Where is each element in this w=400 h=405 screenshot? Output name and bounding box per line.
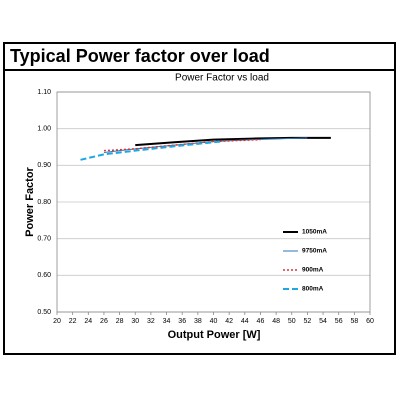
x-tick-label: 20 xyxy=(53,318,61,325)
y-axis-label: Power Factor xyxy=(24,166,36,236)
x-axis-label: Output Power [W] xyxy=(168,329,261,341)
x-tick-label: 36 xyxy=(178,318,186,325)
x-tick-label: 50 xyxy=(288,318,296,325)
x-tick-label: 22 xyxy=(69,318,77,325)
x-tick-label: 52 xyxy=(304,318,312,325)
x-tick-label: 58 xyxy=(350,318,358,325)
series-line xyxy=(135,136,331,147)
y-tick-label: 0.50 xyxy=(37,309,51,316)
y-tick-label: 0.80 xyxy=(37,199,51,206)
y-tick-label: 0.60 xyxy=(37,272,51,279)
legend-label: 800mA xyxy=(302,286,324,293)
y-tick-label: 0.70 xyxy=(37,236,51,243)
y-tick-label: 1.10 xyxy=(37,89,51,96)
x-tick-label: 28 xyxy=(116,318,124,325)
plot-area xyxy=(56,91,371,313)
page-title: Typical Power factor over load xyxy=(10,46,270,66)
legend-label: 1050mA xyxy=(302,229,327,236)
x-tick-label: 40 xyxy=(210,318,218,325)
x-tick-label: 30 xyxy=(131,318,139,325)
x-tick-label: 48 xyxy=(272,318,280,325)
x-tick-label: 24 xyxy=(84,318,92,325)
x-tick-label: 34 xyxy=(163,318,171,325)
x-tick-label: 54 xyxy=(319,318,327,325)
legend-label: 9750mA xyxy=(302,248,327,255)
series-line xyxy=(80,140,222,161)
x-tick-label: 44 xyxy=(241,318,249,325)
x-tick-label: 26 xyxy=(100,318,108,325)
x-tick-label: 38 xyxy=(194,318,202,325)
x-tick-label: 60 xyxy=(366,318,374,325)
frame xyxy=(3,42,396,355)
chart-title: Power Factor vs load xyxy=(175,73,269,84)
series-line xyxy=(103,138,261,152)
x-tick-label: 46 xyxy=(257,318,265,325)
x-tick-label: 42 xyxy=(225,318,233,325)
y-tick-label: 1.00 xyxy=(37,126,51,133)
legend-label: 900mA xyxy=(302,267,324,274)
x-tick-label: 32 xyxy=(147,318,155,325)
series-line xyxy=(103,137,308,153)
x-tick-label: 56 xyxy=(335,318,343,325)
y-tick-label: 0.90 xyxy=(37,162,51,169)
